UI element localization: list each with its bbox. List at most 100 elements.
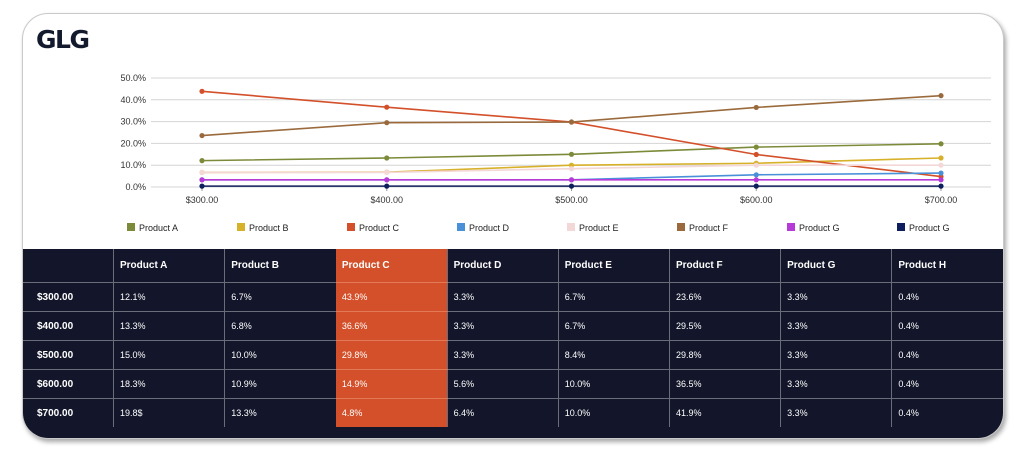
x-tick-label: $300.00 [186,195,219,205]
table-cell: 6.7% [557,282,670,312]
data-point [384,104,390,110]
data-point [753,144,759,150]
legend-swatch [127,223,135,231]
data-point [938,162,944,168]
column-header: Product A [112,249,225,283]
data-point [384,177,390,183]
data-point [938,93,944,99]
data-point [938,170,944,176]
legend-label: Product F [689,223,729,233]
legend-swatch [347,223,355,231]
brand-logo: GLG [36,25,90,54]
data-point [384,183,390,189]
table-corner-cell [23,249,114,283]
y-tick-label: 40.0% [120,95,146,105]
data-point [753,151,759,158]
table-cell: 3.3% [780,282,892,312]
data-point [568,151,575,157]
y-tick-label: 20.0% [120,138,146,148]
legend-label: Product C [359,223,400,233]
table-cell: 0.4% [891,398,1003,427]
data-point [199,88,205,94]
table-cell: 3.3% [780,369,892,399]
table-cell: 3.3% [780,340,892,370]
table-row: $600.00 18.3% 10.9% 14.9% 5.6% 10.0% 36.5% 3.3%… [23,369,1003,399]
line-chart: 0.0% 10.0% 20.0% 30.0% 40.0% 50.0% $300.00 $400… [120,73,991,233]
legend-label: Product G [799,223,840,233]
table-cell: 8.4% [557,340,670,370]
table-cell: 3.3% [446,311,559,341]
table-cell: 13.3% [112,311,225,341]
table-cell: 41.9% [668,398,781,427]
table-cell: 43.9% [335,282,448,312]
column-header: Product H [891,249,1003,283]
legend-label: Product A [139,223,178,233]
x-tick-label: $500.00 [555,195,588,205]
legend-swatch [677,223,685,231]
column-header: Product G [780,249,892,283]
data-point [199,158,205,164]
data-point [753,162,759,168]
table-cell: 3.3% [780,398,892,427]
table-cell: 10.9% [224,369,336,399]
table-cell: 29.8% [668,340,781,370]
data-point [199,132,205,139]
data-point [384,155,390,161]
table-cell: 36.6% [335,311,448,341]
table-cell: 10.0% [224,340,336,370]
table-cell: 3.3% [446,340,559,370]
data-point [753,183,759,189]
legend-label: Product E [579,223,619,233]
data-point [938,183,944,189]
data-point [753,172,759,178]
table-cell: 29.8% [335,340,448,370]
table-cell: 18.3% [112,369,225,399]
row-header: $300.00 [23,282,114,312]
legend-label: Product D [469,223,510,233]
data-point [568,183,575,189]
table-row: $300.00 12.1% 6.7% 43.9% 3.3% 6.7% 23.6% 3.3% 0.… [23,282,1003,312]
table-cell: 19.8$ [112,398,225,427]
y-tick-label: 50.0% [120,73,146,83]
column-header: Product F [668,249,781,283]
x-tick-label: $700.00 [925,195,958,205]
table-cell: 36.5% [668,369,781,399]
table-cell: 6.7% [557,311,670,341]
table-cell: 6.4% [446,398,559,427]
table-row: $400.00 13.3% 6.8% 36.6% 3.3% 6.7% 29.5% 3.3% 0.… [23,311,1003,341]
data-point [568,119,575,125]
table-row: $500.00 15.0% 10.0% 29.8% 3.3% 8.4% 29.8% 3.3% 0… [23,340,1003,370]
table-cell: 23.6% [668,282,781,312]
x-tick-label: $400.00 [370,195,403,205]
data-point [199,177,205,183]
legend-swatch [457,223,465,231]
legend-swatch [237,223,245,231]
row-header: $700.00 [37,407,74,419]
y-tick-label: 10.0% [120,160,146,170]
data-point [753,104,759,111]
table-cell: 0.4% [891,311,1003,341]
table-cell: 12.1% [112,282,225,312]
legend-swatch [897,223,905,231]
data-point [568,166,575,172]
y-tick-label: 0.0% [125,182,146,192]
table-cell: 6.8% [224,311,336,341]
data-point [384,120,390,126]
legend-swatch [567,223,575,231]
data-point [199,169,205,175]
table-cell: 13.3% [224,398,336,427]
table-cell: 6.7% [224,282,336,312]
data-point [384,169,390,175]
column-header: Product B [224,249,336,283]
column-header: Product E [557,249,670,283]
chart-card: GLG 0.0% 10.0% 20.0% 30.0% 40.0% 50.0% $300.00… [22,13,1004,439]
table-cell: 0.4% [891,282,1003,312]
table-cell: 10.0% [557,398,670,427]
legend-swatch [787,223,795,231]
table-cell: 3.3% [780,311,892,341]
column-header: Product D [446,249,559,283]
data-point [753,177,759,183]
table-row: $700.00 19.8$ 13.3% 4.8% 6.4% 10.0% 41.9% 3.3% 0… [23,398,1003,427]
data-point [938,155,944,161]
row-header: $600.00 [23,369,114,399]
